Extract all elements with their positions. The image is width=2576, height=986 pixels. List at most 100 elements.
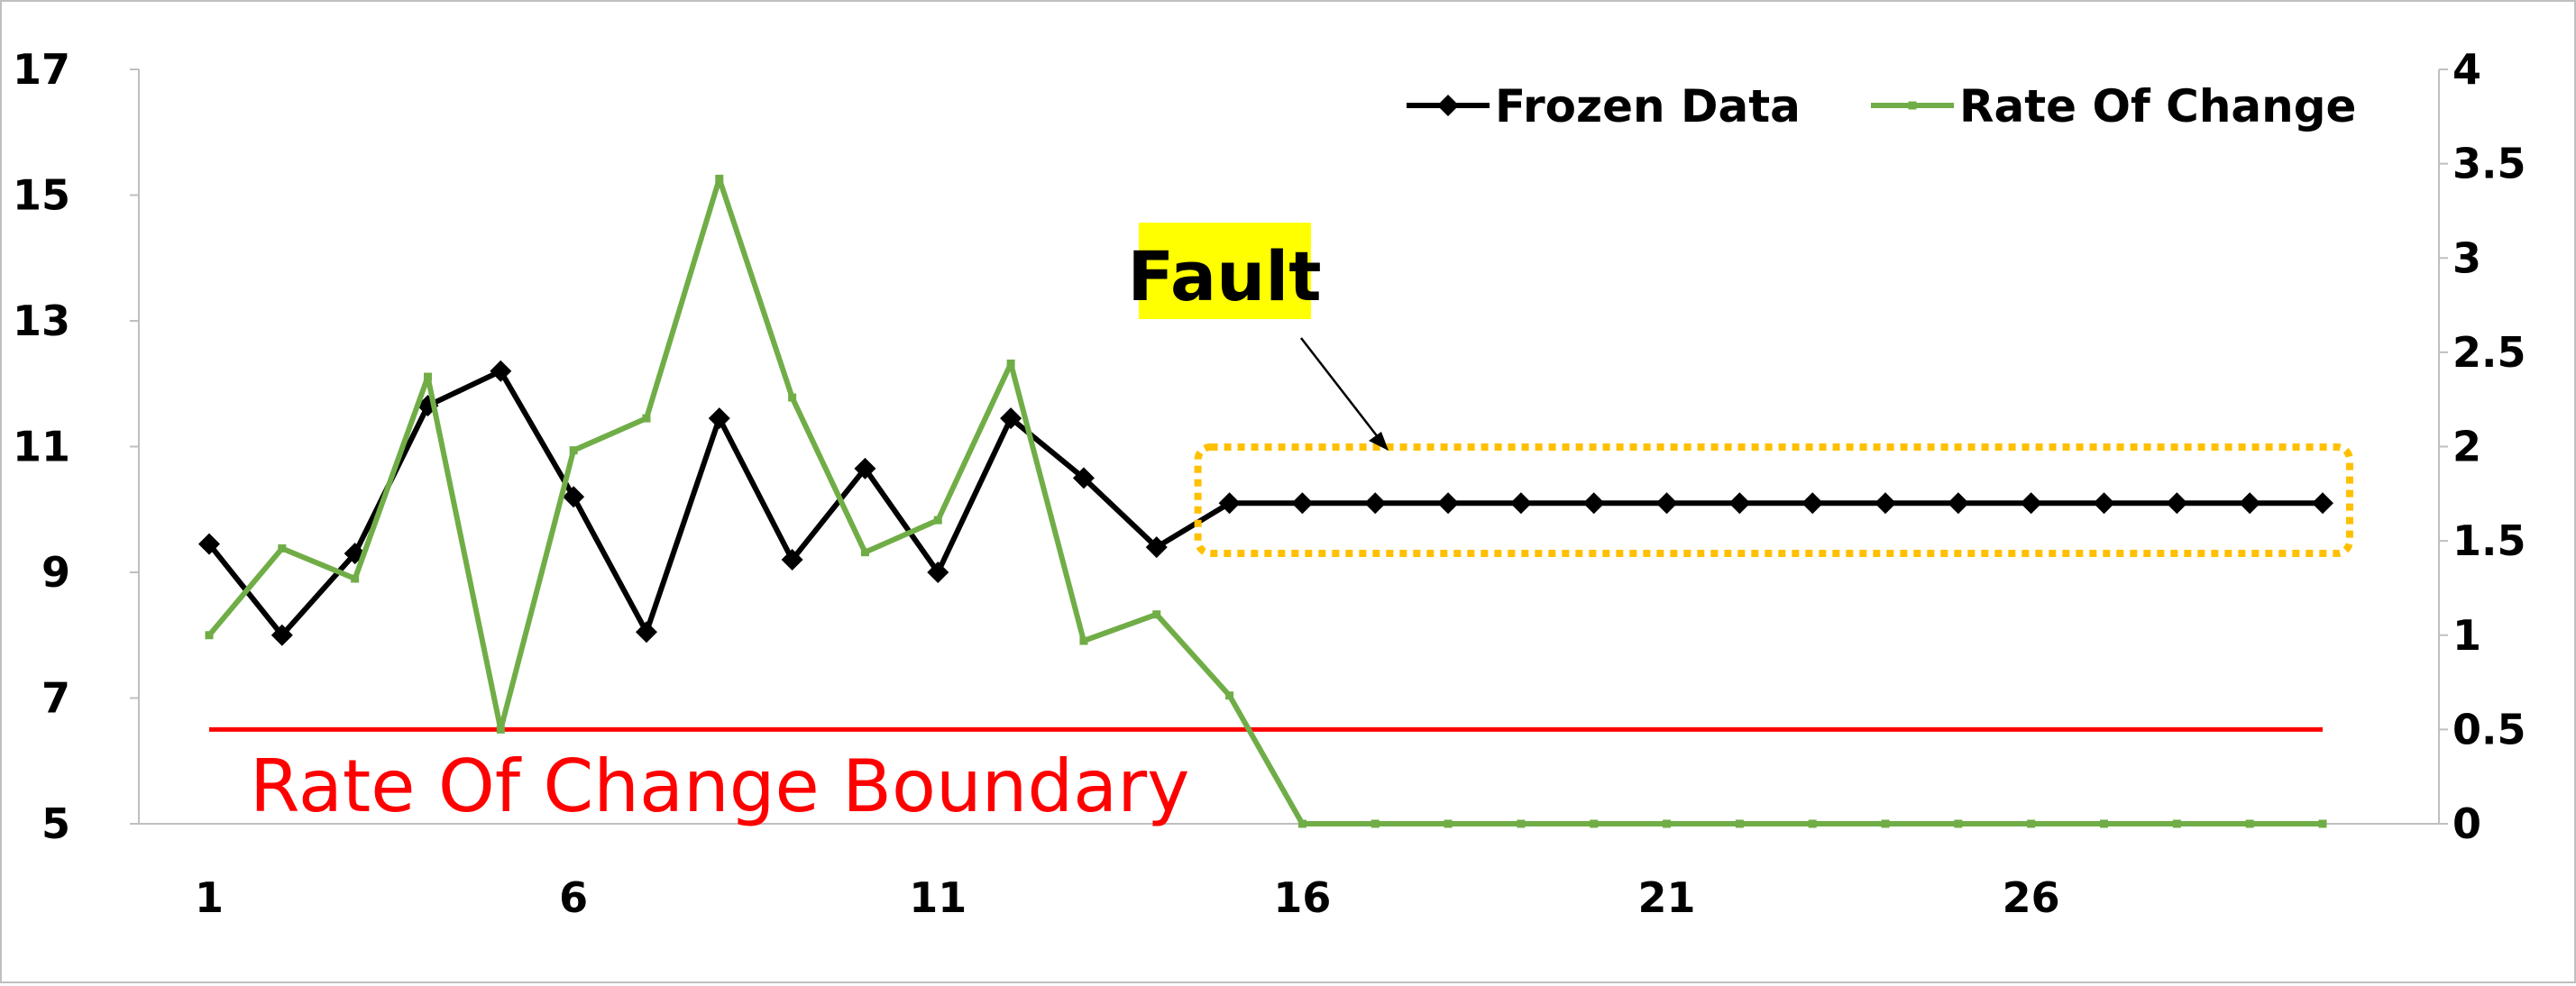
data-point-marker <box>2312 492 2333 515</box>
data-point-marker <box>1663 819 1672 828</box>
x-tick-label: 26 <box>2003 873 2060 922</box>
series-line <box>206 176 2323 826</box>
legend-marker <box>1908 101 1917 110</box>
right-y-tick-label: 0.5 <box>2452 705 2526 753</box>
data-point-marker <box>788 393 797 402</box>
right-y-tick-label: 2.5 <box>2452 328 2526 377</box>
data-point-marker <box>708 407 730 430</box>
data-point-marker <box>496 725 505 734</box>
x-tick-label: 21 <box>1638 873 1696 922</box>
fault-label-highlight <box>1139 223 1311 319</box>
data-point-marker <box>1000 407 1022 430</box>
data-point-marker <box>2100 819 2109 828</box>
legend-marker <box>1437 95 1459 116</box>
data-point-marker <box>2027 819 2036 828</box>
data-point-marker <box>1364 492 1387 515</box>
data-point-marker <box>1875 492 1897 515</box>
data-point-marker <box>1291 492 1314 515</box>
left-y-tick-label: 13 <box>13 297 70 345</box>
data-point-marker <box>2166 492 2188 515</box>
series-rate-of-change <box>205 174 2327 828</box>
data-point-marker <box>1509 492 1532 515</box>
legend-entry-rate-of-change: Rate Of Change <box>1871 80 2356 132</box>
data-point-marker <box>1371 819 1380 828</box>
series-line <box>206 368 2323 638</box>
data-point-marker <box>933 516 942 525</box>
data-point-marker <box>1145 536 1168 559</box>
data-point-marker <box>1072 467 1095 489</box>
fault-arrow-head <box>1369 432 1389 451</box>
data-point-marker <box>1735 819 1744 828</box>
right-y-tick-label: 1 <box>2452 611 2481 660</box>
right-y-tick-label: 4 <box>2452 45 2481 94</box>
x-tick-label: 11 <box>909 873 967 922</box>
x-tick-label: 16 <box>1273 873 1331 922</box>
data-point-marker <box>927 561 949 583</box>
boundary-layer: Rate Of Change Boundary <box>209 726 2323 828</box>
data-point-marker <box>1225 691 1234 700</box>
data-point-marker <box>2020 492 2042 515</box>
data-point-marker <box>198 533 220 555</box>
data-point-marker <box>1006 359 1015 368</box>
data-point-marker <box>278 543 287 552</box>
boundary-label: Rate Of Change Boundary <box>250 744 1189 828</box>
legend: Frozen Data Rate Of Change <box>1407 80 2356 132</box>
data-point-marker <box>1517 819 1526 828</box>
data-point-marker <box>1947 492 1969 515</box>
data-point-marker <box>1728 492 1751 515</box>
annotation-layer: Fault <box>1127 223 2353 557</box>
data-point-marker <box>2245 819 2254 828</box>
series-layer <box>198 174 2333 828</box>
x-tick-label: 1 <box>195 873 224 922</box>
data-point-marker <box>860 548 869 557</box>
right-y-tick-label: 1.5 <box>2452 516 2526 565</box>
legend-label: Rate Of Change <box>1959 80 2356 132</box>
data-point-marker <box>205 631 214 640</box>
data-point-marker <box>423 372 432 381</box>
data-point-marker <box>2239 492 2261 515</box>
fault-arrow-line <box>1300 337 1382 443</box>
data-point-marker <box>635 621 657 644</box>
data-point-marker <box>2318 819 2327 828</box>
data-point-marker <box>715 174 724 183</box>
right-y-tick-label: 0 <box>2452 799 2481 848</box>
left-y-tick-label: 7 <box>41 674 70 723</box>
data-point-marker <box>1801 492 1824 515</box>
x-tick-label: 6 <box>559 873 588 922</box>
data-point-marker <box>642 414 651 423</box>
left-y-tick-label: 9 <box>41 548 70 597</box>
data-point-marker <box>1590 819 1599 828</box>
data-point-marker <box>781 549 803 571</box>
data-point-marker <box>351 574 360 583</box>
data-point-marker <box>1444 819 1453 828</box>
left-y-tick-label: 15 <box>13 171 70 220</box>
series-frozen-data <box>198 360 2333 646</box>
right-y-tick-label: 3 <box>2452 233 2481 282</box>
data-point-marker <box>490 360 512 382</box>
fault-label: Fault <box>1127 236 1321 316</box>
right-y-tick-label: 2 <box>2452 423 2481 471</box>
data-point-marker <box>1297 819 1306 828</box>
left-y-tick-label: 17 <box>13 45 70 94</box>
data-point-marker <box>1808 819 1817 828</box>
legend-label: Frozen Data <box>1495 80 1801 132</box>
data-point-marker <box>1437 492 1460 515</box>
data-point-marker <box>1218 492 1241 515</box>
data-point-marker <box>270 624 293 646</box>
data-point-marker <box>1152 610 1161 619</box>
legend-entry-frozen-data: Frozen Data <box>1407 80 1801 132</box>
data-point-marker <box>2093 492 2115 515</box>
right-y-tick-label: 3.5 <box>2452 140 2526 188</box>
left-y-tick-label: 11 <box>13 423 70 471</box>
data-point-marker <box>1954 819 1963 828</box>
data-point-marker <box>1079 636 1088 645</box>
data-point-marker <box>563 486 585 508</box>
left-y-tick-label: 5 <box>41 799 70 848</box>
data-point-marker <box>1582 492 1605 515</box>
data-point-marker <box>1881 819 1890 828</box>
data-point-marker <box>1655 492 1678 515</box>
data-point-marker <box>569 446 578 455</box>
